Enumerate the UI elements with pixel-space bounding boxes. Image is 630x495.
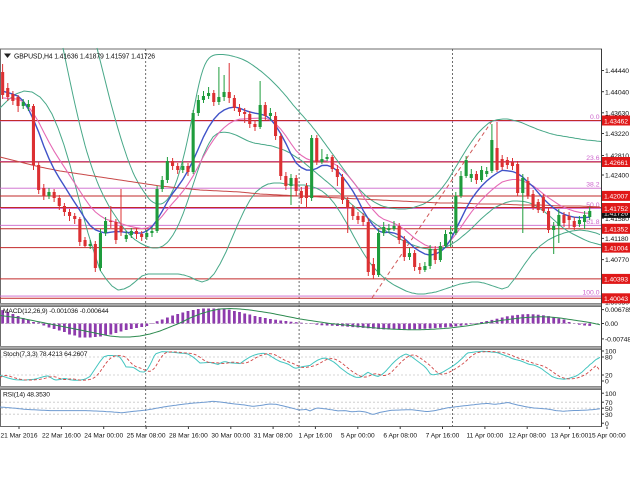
svg-text:30: 30	[605, 412, 613, 419]
svg-text:1 Apr 16:00: 1 Apr 16:00	[299, 433, 333, 440]
svg-text:13 Apr 16:00: 13 Apr 16:00	[551, 433, 589, 440]
svg-text:50.0: 50.0	[586, 202, 599, 209]
svg-text:30 Mar 00:00: 30 Mar 00:00	[211, 433, 250, 440]
svg-text:24 Mar 00:00: 24 Mar 00:00	[84, 433, 123, 440]
svg-text:1.41004: 1.41004	[604, 245, 628, 252]
svg-text:-0.007489: -0.007489	[605, 337, 630, 344]
svg-text:70: 70	[605, 400, 613, 407]
svg-text:1.41580: 1.41580	[605, 216, 629, 223]
svg-text:25 Mar 08:00: 25 Mar 08:00	[127, 433, 166, 440]
svg-text:61.8: 61.8	[586, 219, 599, 226]
svg-text:1.41726: 1.41726	[604, 211, 628, 218]
svg-text:0.006785: 0.006785	[605, 307, 630, 314]
svg-text:100: 100	[605, 391, 617, 398]
svg-text:1.41752: 1.41752	[604, 206, 628, 213]
svg-text:12 Apr 08:00: 12 Apr 08:00	[508, 433, 546, 440]
svg-text:50: 50	[605, 406, 613, 413]
svg-text:31 Mar 08:00: 31 Mar 08:00	[254, 433, 293, 440]
svg-text:1.40393: 1.40393	[604, 277, 628, 284]
svg-text:1.43630: 1.43630	[605, 110, 629, 117]
svg-text:0: 0	[605, 379, 609, 386]
svg-text:1.43220: 1.43220	[605, 131, 629, 138]
svg-text:20: 20	[605, 373, 613, 380]
svg-text:23.6: 23.6	[586, 155, 599, 162]
svg-text:RSI(14) 48.3530: RSI(14) 48.3530	[3, 392, 50, 399]
svg-text:1.42007: 1.42007	[604, 194, 628, 201]
svg-text:1.40043: 1.40043	[604, 296, 628, 303]
svg-text:1.42661: 1.42661	[604, 160, 628, 167]
svg-text:MACD(12,26,9) -0.001036 -0.000: MACD(12,26,9) -0.001036 -0.000644	[3, 308, 109, 315]
svg-text:1.44040: 1.44040	[605, 89, 629, 96]
svg-text:0: 0	[605, 421, 609, 428]
svg-text:100.0: 100.0	[582, 290, 599, 297]
svg-text:1.40770: 1.40770	[605, 257, 629, 264]
svg-text:1.42400: 1.42400	[605, 173, 629, 180]
svg-text:0.00: 0.00	[605, 321, 618, 328]
svg-text:100: 100	[605, 349, 617, 356]
svg-text:Stoch(7,3,3) 78.4213 64.2607: Stoch(7,3,3) 78.4213 64.2607	[3, 351, 88, 358]
svg-text:11 Apr 00:00: 11 Apr 00:00	[466, 433, 503, 440]
svg-text:6 Apr 08:00: 6 Apr 08:00	[383, 433, 417, 440]
svg-text:1.42810: 1.42810	[605, 153, 629, 160]
svg-text:1.44440: 1.44440	[605, 68, 629, 75]
svg-text:0.0: 0.0	[590, 114, 600, 121]
svg-text:1.41180: 1.41180	[605, 236, 629, 243]
svg-text:GBPUSD,H4 1.41636 1.41879 1.4: GBPUSD,H4 1.41636 1.41879 1.41597 1.4172…	[14, 54, 155, 61]
svg-text:80: 80	[605, 355, 613, 362]
svg-text:22 Mar 16:00: 22 Mar 16:00	[42, 433, 81, 440]
svg-text:15 Apr 00:00: 15 Apr 00:00	[588, 433, 626, 440]
svg-text:38.2: 38.2	[586, 182, 599, 189]
svg-text:5 Apr 00:00: 5 Apr 00:00	[341, 433, 375, 440]
svg-text:28 Mar 16:00: 28 Mar 16:00	[169, 433, 208, 440]
svg-text:7 Apr 16:00: 7 Apr 16:00	[426, 433, 460, 440]
svg-text:21 Mar 2016: 21 Mar 2016	[0, 433, 37, 440]
svg-text:1.41352: 1.41352	[604, 227, 628, 234]
svg-text:1.43462: 1.43462	[604, 118, 628, 125]
